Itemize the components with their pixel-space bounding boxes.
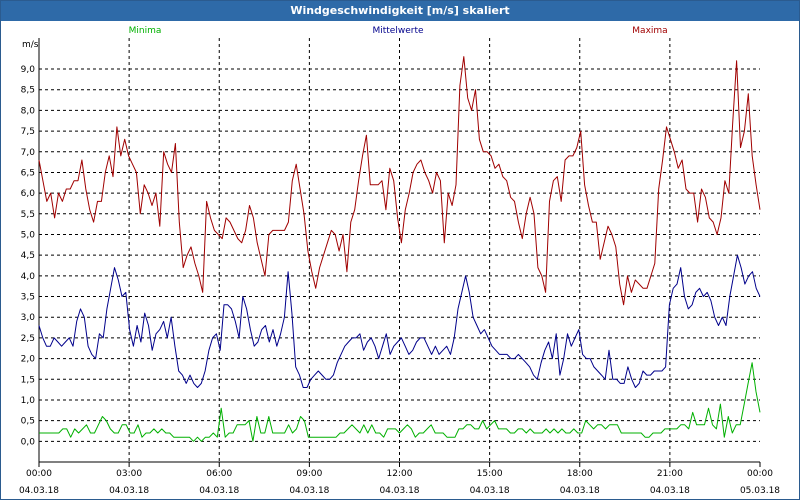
x-tick-date: 04.03.18 <box>560 486 600 496</box>
y-tick-label: 0,0 <box>21 437 36 447</box>
series-line-maxima <box>38 56 761 306</box>
axes <box>38 38 761 467</box>
x-tick-time: 15:00 <box>477 469 503 479</box>
y-axis-label: m/s <box>22 40 39 50</box>
x-tick-time: 06:00 <box>206 469 232 479</box>
y-tick-label: 8,5 <box>21 86 35 96</box>
x-tick-date: 04.03.18 <box>199 486 239 496</box>
x-tick-time: 03:00 <box>116 469 142 479</box>
tick-labels: 0,0 0,5 1,0 1,5 2,0 2,5 3,0 3,5 4,0 4,5 5,0 5,5 6,0 6… <box>19 26 780 496</box>
y-tick-label: 7,5 <box>21 127 35 137</box>
series-line-minima <box>39 362 761 442</box>
x-tick-time: 12:00 <box>387 469 413 479</box>
grid <box>39 38 760 462</box>
y-tick-label: 8,0 <box>21 106 36 116</box>
x-tick-date: 04.03.18 <box>470 486 510 496</box>
y-tick-label: 6,0 <box>21 189 36 199</box>
y-tick-label: 3,0 <box>21 313 36 323</box>
x-tick-time: 18:00 <box>567 469 593 479</box>
y-tick-label: 4,5 <box>21 251 35 261</box>
x-tick-date: 04.03.18 <box>379 486 419 496</box>
y-tick-label: 9,0 <box>21 65 36 75</box>
x-tick-time: 00:00 <box>747 469 773 479</box>
y-tick-label: 5,5 <box>21 210 35 220</box>
y-tick-label: 4,0 <box>21 272 36 282</box>
series-lines <box>38 56 761 442</box>
y-tick-label: 0,5 <box>21 417 35 427</box>
series-line-mittelwerte <box>38 254 761 388</box>
x-tick-date: 04.03.18 <box>650 486 690 496</box>
y-tick-label: 2,5 <box>21 334 35 344</box>
y-tick-label: 5,0 <box>21 230 36 240</box>
x-tick-date: 05.03.18 <box>740 486 780 496</box>
y-tick-label: 7,0 <box>21 148 36 158</box>
y-tick-label: 2,0 <box>21 355 36 365</box>
legend-minima: Minima <box>129 26 162 36</box>
x-tick-date: 04.03.18 <box>19 486 59 496</box>
legend-maxima: Maxima <box>632 26 667 36</box>
legend-mittelwerte: Mittelwerte <box>372 26 423 36</box>
x-tick-time: 21:00 <box>657 469 683 479</box>
y-tick-label: 3,5 <box>21 293 35 303</box>
x-tick-date: 04.03.18 <box>109 486 149 496</box>
y-tick-label: 6,5 <box>21 168 35 178</box>
y-tick-label: 1,5 <box>21 375 35 385</box>
window-title: Windgeschwindigkeit [m/s] skaliert <box>1 1 799 21</box>
y-tick-label: 1,0 <box>21 396 36 406</box>
x-tick-date: 04.03.18 <box>289 486 329 496</box>
x-tick-time: 00:00 <box>26 469 52 479</box>
x-tick-time: 09:00 <box>296 469 322 479</box>
